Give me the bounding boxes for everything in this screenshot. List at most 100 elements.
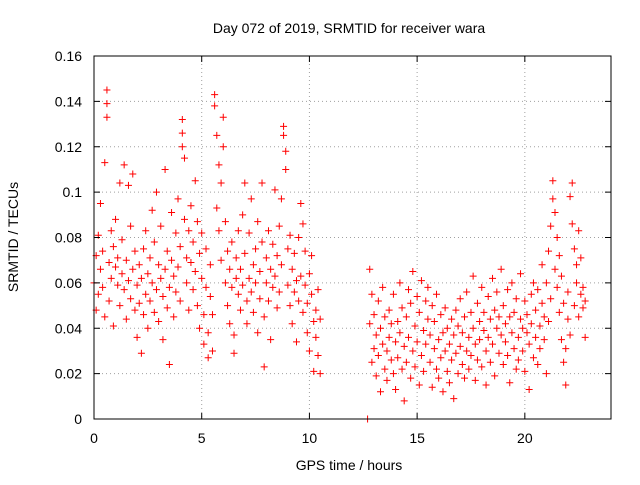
data-point bbox=[529, 354, 537, 362]
data-point bbox=[557, 336, 565, 344]
data-point bbox=[504, 351, 512, 359]
data-point bbox=[473, 299, 481, 307]
data-point bbox=[480, 327, 488, 335]
data-point bbox=[564, 315, 572, 323]
data-point bbox=[560, 358, 568, 366]
data-point bbox=[555, 252, 563, 260]
data-point bbox=[150, 238, 158, 246]
data-point bbox=[473, 356, 481, 364]
data-point bbox=[245, 229, 253, 237]
data-point bbox=[224, 302, 232, 310]
data-point bbox=[157, 222, 165, 230]
data-point bbox=[127, 222, 135, 230]
data-point bbox=[512, 295, 520, 303]
data-point bbox=[239, 281, 247, 289]
data-point bbox=[258, 179, 266, 187]
data-point bbox=[504, 286, 512, 294]
data-point bbox=[476, 317, 484, 325]
data-point bbox=[486, 358, 494, 366]
data-point bbox=[297, 272, 305, 280]
data-point bbox=[519, 324, 527, 332]
data-point bbox=[514, 333, 522, 341]
data-point bbox=[122, 256, 130, 264]
data-point bbox=[417, 351, 425, 359]
data-point bbox=[234, 227, 242, 235]
data-point bbox=[510, 345, 518, 353]
data-point bbox=[150, 308, 158, 316]
data-point bbox=[374, 351, 382, 359]
data-point bbox=[105, 297, 113, 305]
data-point bbox=[303, 329, 311, 337]
data-point bbox=[243, 320, 251, 328]
data-point bbox=[280, 122, 288, 130]
data-point bbox=[428, 302, 436, 310]
data-point bbox=[523, 329, 531, 337]
data-point bbox=[424, 315, 432, 323]
data-point bbox=[506, 379, 514, 387]
data-point bbox=[542, 370, 550, 378]
data-point bbox=[316, 315, 324, 323]
data-point bbox=[116, 302, 124, 310]
data-point bbox=[426, 358, 434, 366]
data-point bbox=[301, 281, 309, 289]
data-point bbox=[159, 336, 167, 344]
data-point bbox=[155, 317, 163, 325]
data-point bbox=[280, 131, 288, 139]
data-point bbox=[187, 202, 195, 210]
data-point bbox=[402, 313, 410, 321]
data-point bbox=[275, 222, 283, 230]
data-point bbox=[312, 306, 320, 314]
x-axis-label: GPS time / hours bbox=[296, 457, 403, 473]
data-point bbox=[579, 283, 587, 291]
data-point bbox=[387, 356, 395, 364]
data-point bbox=[208, 311, 216, 319]
data-point bbox=[383, 376, 391, 384]
data-point bbox=[501, 338, 509, 346]
data-point bbox=[277, 261, 285, 269]
data-point bbox=[144, 324, 152, 332]
data-point bbox=[413, 338, 421, 346]
data-point bbox=[381, 365, 389, 373]
data-point bbox=[400, 342, 408, 350]
data-point bbox=[185, 306, 193, 314]
data-point bbox=[254, 329, 262, 337]
data-point bbox=[170, 313, 178, 321]
data-point bbox=[204, 354, 212, 362]
data-point bbox=[389, 370, 397, 378]
data-point bbox=[377, 324, 385, 332]
data-point bbox=[575, 313, 583, 321]
data-point bbox=[549, 177, 557, 185]
data-point bbox=[538, 261, 546, 269]
data-point bbox=[129, 265, 137, 273]
data-point bbox=[120, 286, 128, 294]
data-point bbox=[200, 340, 208, 348]
data-point bbox=[310, 367, 318, 375]
data-point bbox=[124, 277, 132, 285]
y-tick-label: 0.04 bbox=[55, 320, 82, 336]
data-point bbox=[109, 322, 117, 330]
data-point bbox=[402, 358, 410, 366]
data-point bbox=[239, 211, 247, 219]
y-axis-label: SRMTID / TECUs bbox=[5, 182, 21, 292]
data-point bbox=[314, 351, 322, 359]
data-point bbox=[525, 340, 533, 348]
data-point bbox=[249, 308, 257, 316]
data-point bbox=[562, 381, 570, 389]
data-point bbox=[420, 367, 428, 375]
data-point bbox=[226, 265, 234, 273]
data-point bbox=[491, 306, 499, 314]
data-point bbox=[581, 297, 589, 305]
data-point bbox=[196, 249, 204, 257]
data-point bbox=[478, 363, 486, 371]
data-point bbox=[269, 240, 277, 248]
data-point bbox=[411, 363, 419, 371]
data-point bbox=[290, 249, 298, 257]
data-point bbox=[180, 215, 188, 223]
data-point bbox=[264, 227, 272, 235]
data-point bbox=[273, 304, 281, 312]
data-point bbox=[508, 279, 516, 287]
data-point bbox=[579, 304, 587, 312]
data-point bbox=[445, 379, 453, 387]
data-point bbox=[133, 333, 141, 341]
